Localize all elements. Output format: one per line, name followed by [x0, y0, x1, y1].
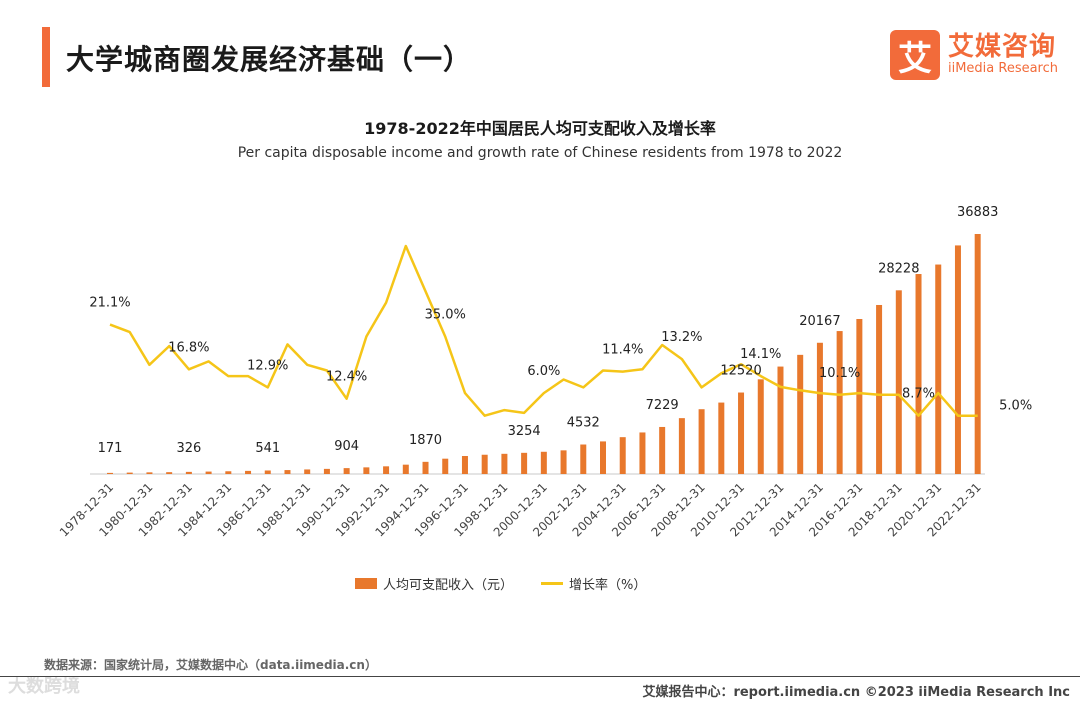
income-bar: [895, 290, 902, 474]
bar-value-label: 326: [176, 441, 201, 456]
growth-value-label: 8.7%: [902, 387, 935, 402]
growth-value-label: 12.9%: [247, 358, 288, 373]
growth-value-label: 35.0%: [425, 308, 466, 323]
growth-value-label: 12.4%: [326, 370, 367, 385]
income-bar: [245, 470, 252, 474]
income-bar: [166, 472, 173, 474]
income-bar: [264, 470, 271, 474]
income-bar: [580, 444, 587, 474]
income-bar: [678, 418, 685, 474]
legend-line-label: 增长率（%）: [569, 578, 647, 593]
growth-value-label: 6.0%: [527, 364, 560, 379]
income-bar: [915, 274, 922, 474]
income-bar: [856, 318, 863, 474]
income-bar: [659, 426, 666, 474]
chart-title: 1978-2022年中国居民人均可支配收入及增长率: [364, 119, 716, 138]
income-bar: [639, 432, 646, 474]
bar-value-label: 12520: [720, 364, 761, 379]
income-bar: [757, 379, 764, 474]
logo-en: iiMedia Research: [947, 61, 1058, 76]
income-bar: [205, 471, 212, 474]
income-bar: [107, 472, 113, 474]
income-bar: [797, 354, 804, 474]
logo-text: 艾媒咨询 iiMedia Research: [948, 33, 1058, 77]
bar-value-label: 171: [98, 441, 123, 456]
footer-text: 艾媒报告中心：report.iimedia.cn ©2023 iiMedia R…: [642, 685, 1070, 700]
logo-mark-icon: 艾: [889, 30, 940, 80]
income-bar: [323, 468, 330, 474]
income-bar: [954, 245, 961, 474]
growth-value-label: 11.4%: [602, 343, 643, 358]
bar-value-label: 904: [334, 439, 359, 454]
logo-cn: 艾媒咨询: [947, 32, 1056, 62]
growth-value-label: 14.1%: [740, 347, 781, 362]
footer-divider: [0, 676, 1080, 677]
legend-item-growth: 增长率（%）: [541, 574, 646, 593]
income-bar: [442, 458, 449, 474]
chart-legend: 人均可支配收入（元） 增长率（%）: [355, 574, 674, 593]
income-bar: [501, 453, 508, 474]
income-bar: [304, 469, 311, 474]
income-bar: [560, 450, 567, 474]
combo-chart: 1978-12-311980-12-311982-12-311984-12-31…: [57, 205, 1032, 539]
bar-value-label: 4532: [567, 416, 600, 431]
growth-value-label: 13.2%: [661, 330, 702, 345]
legend-bar-label: 人均可支配收入（元）: [383, 578, 514, 593]
income-bar: [836, 331, 843, 474]
income-bar: [225, 471, 232, 474]
income-bar: [718, 402, 725, 474]
bar-value-label: 28228: [878, 261, 919, 276]
income-bar: [619, 437, 626, 474]
income-bar: [422, 461, 429, 474]
income-bar: [343, 468, 350, 474]
income-bar: [383, 466, 390, 474]
growth-rate-line: [109, 244, 978, 417]
legend-item-income: 人均可支配收入（元）: [355, 574, 513, 593]
income-bar: [185, 471, 192, 474]
chart-subtitle: Per capita disposable income and growth …: [237, 145, 843, 161]
page-title: 大学城商圈发展经济基础（一）: [66, 43, 473, 76]
income-bar: [540, 451, 547, 474]
title-accent-bar: [42, 27, 50, 87]
bar-value-label: 541: [255, 441, 280, 456]
income-bar: [481, 454, 488, 474]
growth-value-label: 5.0%: [999, 399, 1032, 414]
legend-line-swatch: [541, 582, 564, 585]
growth-value-label: 16.8%: [168, 340, 209, 355]
legend-bar-swatch: [355, 578, 377, 589]
bar-value-label: 7229: [646, 398, 679, 413]
income-bar: [126, 472, 133, 474]
brand-logo: 艾 艾媒咨询 iiMedia Research: [889, 30, 1058, 80]
bar-value-label: 20167: [799, 314, 840, 329]
bar-value-label: 36883: [957, 205, 998, 220]
income-bar: [738, 392, 745, 474]
income-bar: [146, 472, 153, 474]
income-bar: [461, 456, 468, 474]
income-bar: [363, 467, 370, 474]
data-source: 数据来源：国家统计局，艾媒数据中心（data.iimedia.cn）: [44, 658, 377, 672]
income-bar: [284, 470, 291, 474]
bar-value-label: 1870: [409, 433, 442, 448]
income-bar: [777, 366, 784, 474]
income-bar: [876, 304, 883, 474]
watermark: 大数跨境: [8, 676, 80, 697]
growth-value-label: 21.1%: [89, 296, 130, 311]
income-bar: [816, 342, 823, 474]
income-bar: [698, 409, 705, 474]
income-bar: [935, 264, 942, 474]
income-bar: [521, 452, 528, 474]
income-bar: [402, 464, 409, 474]
income-bar: [600, 441, 606, 474]
income-bar: [974, 234, 981, 474]
growth-value-label: 10.1%: [819, 366, 860, 381]
bar-value-label: 3254: [508, 424, 541, 439]
